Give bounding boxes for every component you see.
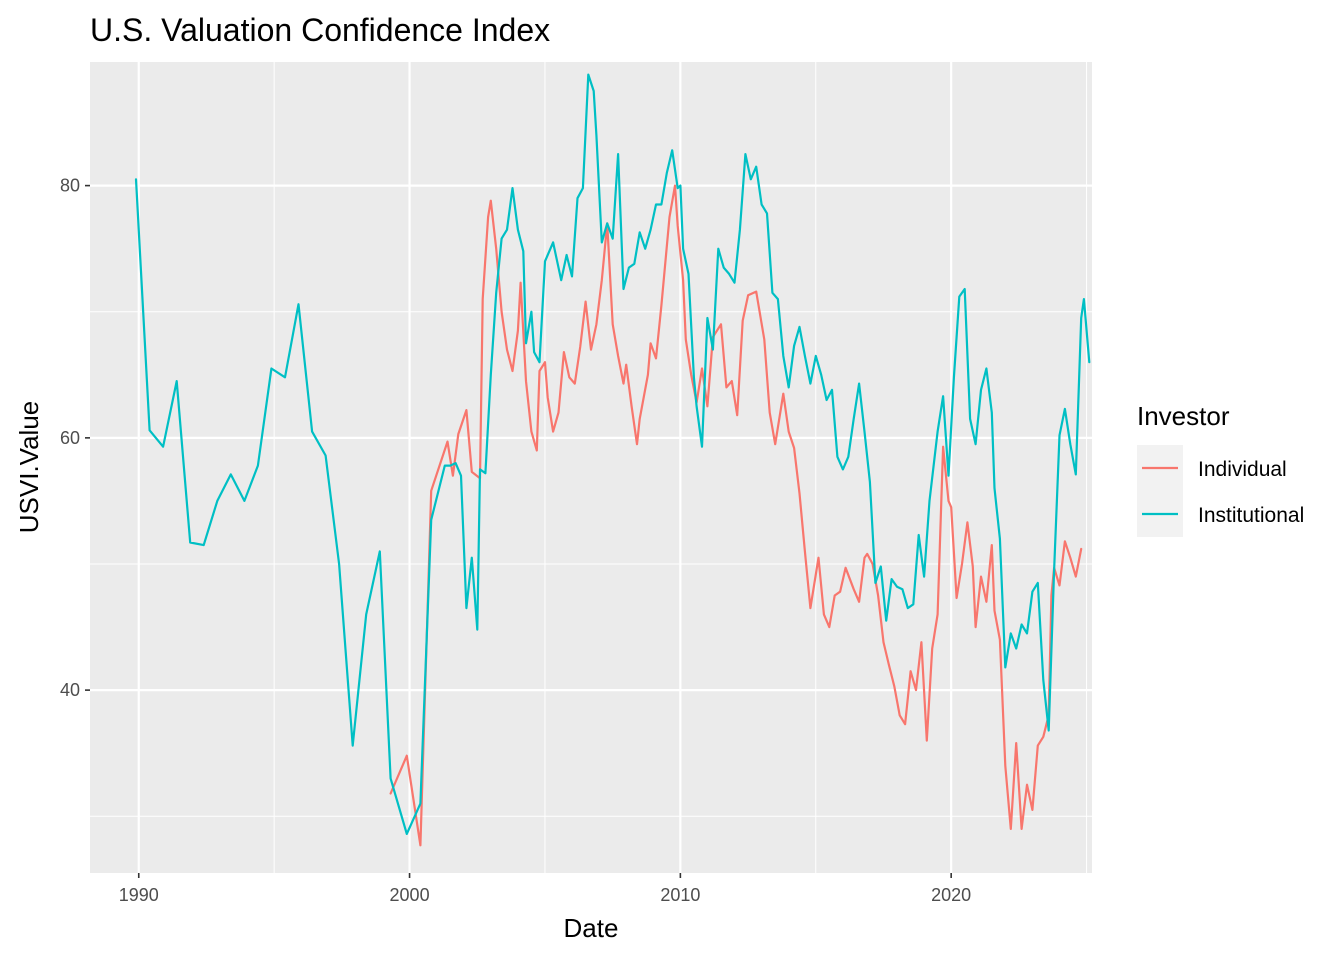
y-tick-label: 60 xyxy=(60,428,80,448)
legend-title: Investor xyxy=(1137,401,1230,431)
chart-title: U.S. Valuation Confidence Index xyxy=(90,12,550,48)
x-axis-title: Date xyxy=(564,913,619,943)
series-lines xyxy=(134,73,1091,847)
series-line-institutional xyxy=(134,73,1091,835)
legend: Investor Individual Institutional xyxy=(1137,401,1304,537)
x-axis: 1990 2000 2010 2020 xyxy=(119,873,971,905)
legend-items: Individual Institutional xyxy=(1137,445,1304,537)
y-axis: 40 60 80 xyxy=(60,176,90,700)
x-tick-label: 2010 xyxy=(660,885,700,905)
series-line-individual xyxy=(389,184,1083,847)
x-tick-label: 1990 xyxy=(119,885,159,905)
legend-label-institutional: Institutional xyxy=(1198,504,1304,527)
y-tick-label: 40 xyxy=(60,680,80,700)
legend-label-individual: Individual xyxy=(1198,458,1287,481)
y-axis-title: USVI.Value xyxy=(14,401,44,533)
x-tick-label: 2000 xyxy=(390,885,430,905)
x-tick-label: 2020 xyxy=(931,885,971,905)
y-tick-label: 80 xyxy=(60,176,80,196)
